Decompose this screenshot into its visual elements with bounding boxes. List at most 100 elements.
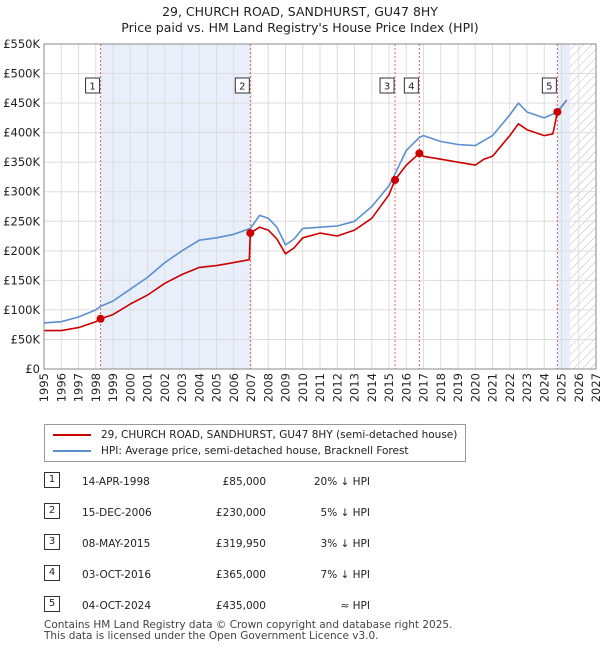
x-tick-label: 2023	[520, 373, 534, 402]
x-tick-label: 2024	[537, 373, 551, 402]
sale-price: £85,000	[222, 476, 266, 488]
x-tick-label: 2021	[486, 373, 500, 402]
sale-row: 1 14-APR-1998 £85,000 20% ↓ HPI	[44, 472, 404, 494]
x-tick-label: 2006	[227, 373, 241, 402]
sale-number-badge: 2	[44, 503, 60, 519]
y-tick-label: £150K	[3, 273, 40, 287]
x-tick-label: 1997	[72, 373, 86, 402]
y-tick-label: £450K	[3, 96, 40, 110]
x-tick-label: 2003	[175, 373, 189, 402]
sale-row: 2 15-DEC-2006 £230,000 5% ↓ HPI	[44, 503, 404, 525]
sale-number-badge: 3	[44, 534, 60, 550]
footer-attribution: Contains HM Land Registry data © Crown c…	[44, 620, 452, 642]
sale-hpi-diff: ≈ HPI	[340, 600, 370, 612]
sale-number-badge: 1	[44, 472, 60, 488]
sale-label-box	[403, 77, 419, 94]
sale-label-box	[379, 77, 395, 94]
legend-label-price: 29, CHURCH ROAD, SANDHURST, GU47 8HY (se…	[101, 429, 458, 441]
sale-label-number: 1	[89, 82, 95, 93]
x-tick-label: 2013	[348, 373, 362, 402]
y-tick-label: £300K	[3, 185, 40, 199]
x-tick-label: 2025	[555, 373, 569, 402]
x-tick-label: 2014	[365, 373, 379, 402]
sale-point	[96, 314, 105, 323]
sale-point	[391, 175, 400, 184]
y-tick-label: £100K	[3, 303, 40, 317]
y-tick-label: £400K	[3, 126, 40, 140]
sale-point	[415, 149, 424, 158]
x-tick-label: 2012	[330, 373, 344, 402]
sale-date: 08-MAY-2015	[82, 538, 151, 550]
x-tick-label: 2002	[158, 373, 172, 402]
sale-number-badge: 5	[44, 596, 60, 612]
x-tick-label: 1998	[89, 373, 103, 402]
sale-row: 5 04-OCT-2024 £435,000 ≈ HPI	[44, 596, 404, 618]
x-tick-label: 1999	[106, 373, 120, 402]
legend-item-hpi: HPI: Average price, semi-detached house,…	[53, 443, 409, 459]
footer-line-2: This data is licensed under the Open Gov…	[44, 630, 379, 642]
legend-swatch-price	[53, 434, 91, 436]
x-tick-label: 2010	[296, 373, 310, 402]
chart-subtitle: Price paid vs. HM Land Registry's House …	[121, 20, 479, 35]
sale-price: £435,000	[215, 600, 266, 612]
x-tick-label: 2007	[244, 373, 258, 402]
x-tick-label: 2005	[210, 373, 224, 402]
x-tick-label: 2027	[589, 373, 600, 402]
legend-label-hpi: HPI: Average price, semi-detached house,…	[101, 445, 409, 457]
sale-price: £319,950	[215, 538, 266, 550]
x-tick-label: 1996	[54, 373, 68, 402]
sale-label-box	[85, 77, 101, 94]
chart-title: 29, CHURCH ROAD, SANDHURST, GU47 8HY	[162, 4, 438, 19]
x-tick-label: 2020	[468, 373, 482, 402]
sale-number-badge: 4	[44, 565, 60, 581]
x-tick-label: 2015	[382, 373, 396, 402]
x-tick-label: 2004	[192, 373, 206, 402]
x-tick-label: 2008	[261, 373, 275, 402]
sale-label-box	[541, 77, 557, 94]
shaded-period	[100, 44, 251, 369]
legend-item-price: 29, CHURCH ROAD, SANDHURST, GU47 8HY (se…	[53, 427, 457, 443]
sale-price: £365,000	[215, 569, 266, 581]
y-tick-label: £350K	[3, 155, 40, 169]
chart-legend: 29, CHURCH ROAD, SANDHURST, GU47 8HY (se…	[44, 424, 466, 462]
sale-point	[553, 107, 562, 116]
footer-line-1: Contains HM Land Registry data © Crown c…	[44, 619, 453, 631]
x-tick-label: 1995	[37, 373, 51, 402]
y-tick-label: £200K	[3, 244, 40, 258]
x-tick-label: 2009	[279, 373, 293, 402]
sale-price: £230,000	[215, 507, 266, 519]
sale-point	[246, 229, 255, 238]
x-tick-label: 2011	[313, 373, 327, 402]
sale-label-number: 3	[384, 82, 390, 93]
sale-label-number: 4	[408, 82, 414, 93]
sale-hpi-diff: 7% ↓ HPI	[320, 569, 370, 581]
x-tick-label: 2019	[451, 373, 465, 402]
series-line-price	[44, 99, 568, 332]
sale-label-number: 5	[546, 82, 552, 93]
x-tick-label: 2001	[141, 373, 155, 402]
sale-row: 3 08-MAY-2015 £319,950 3% ↓ HPI	[44, 534, 404, 556]
sale-date: 14-APR-1998	[82, 476, 150, 488]
x-tick-label: 2017	[417, 373, 431, 402]
x-tick-label: 2000	[123, 373, 137, 402]
y-tick-label: £0	[25, 362, 40, 376]
sale-label-box	[234, 77, 250, 94]
x-tick-label: 2016	[399, 373, 413, 402]
sale-date: 15-DEC-2006	[82, 507, 152, 519]
sale-hpi-diff: 5% ↓ HPI	[320, 507, 370, 519]
x-tick-label: 2018	[434, 373, 448, 402]
sale-label-number: 2	[239, 82, 245, 93]
legend-swatch-hpi	[53, 450, 91, 452]
x-tick-label: 2026	[572, 373, 586, 402]
sale-row: 4 03-OCT-2016 £365,000 7% ↓ HPI	[44, 565, 404, 587]
sale-date: 03-OCT-2016	[82, 569, 151, 581]
shaded-period	[557, 44, 571, 369]
sale-date: 04-OCT-2024	[82, 600, 151, 612]
plot-frame	[43, 43, 597, 370]
price-chart: 1 2 3 4 5 £0 £50K £100K £150K £200K £250K £300K £350…	[3, 37, 600, 402]
sale-hpi-diff: 3% ↓ HPI	[320, 538, 370, 550]
y-tick-label: £500K	[3, 67, 40, 81]
sale-hpi-diff: 20% ↓ HPI	[313, 476, 370, 488]
y-tick-label: £50K	[11, 332, 41, 346]
y-tick-label: £250K	[3, 214, 40, 228]
